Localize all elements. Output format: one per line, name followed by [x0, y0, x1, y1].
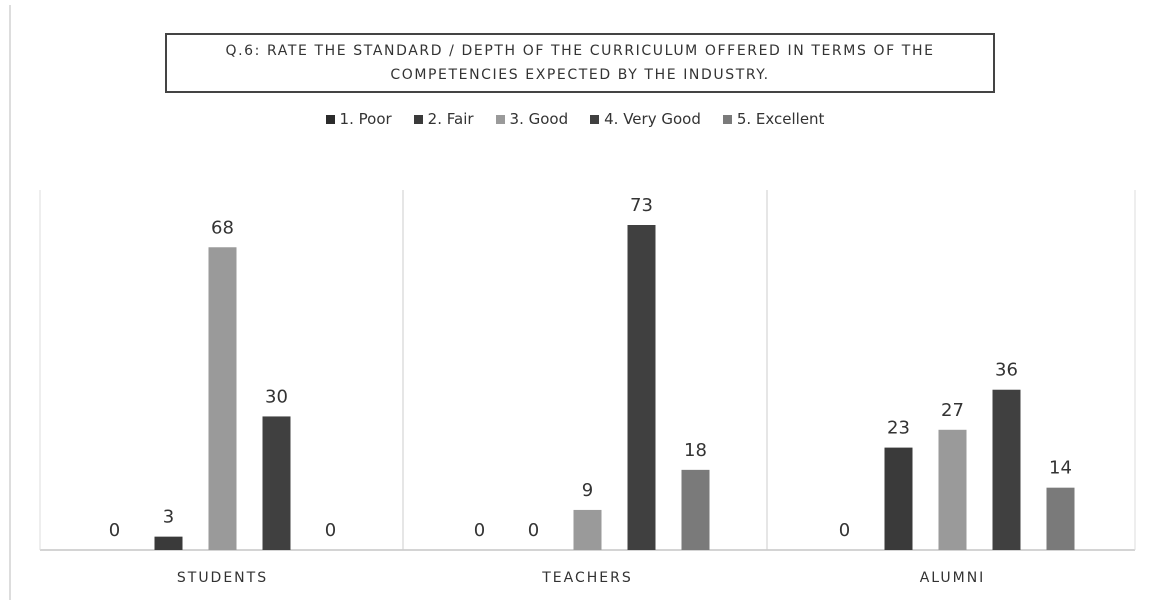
chart-title: Q.6: RATE THE STANDARD / DEPTH OF THE CU… — [165, 33, 995, 93]
bar — [627, 225, 656, 550]
bar — [154, 536, 183, 550]
data-label: 3 — [163, 507, 174, 528]
legend-label: 1. Poor — [339, 110, 392, 128]
bar — [992, 389, 1021, 550]
legend-swatch — [325, 114, 335, 124]
legend-label: 4. Very Good — [604, 110, 701, 128]
bar — [884, 447, 913, 550]
bar — [262, 416, 291, 550]
data-label: 0 — [325, 520, 336, 541]
data-label: 0 — [528, 520, 539, 541]
data-label: 23 — [887, 418, 910, 439]
bar — [681, 469, 710, 550]
data-label: 0 — [109, 520, 120, 541]
data-label: 30 — [265, 386, 288, 407]
x-tick-label: TEACHERS — [541, 570, 633, 586]
legend-swatch — [413, 114, 423, 124]
legend: 1. Poor 2. Fair 3. Good 4. Very Good 5. Exce… — [0, 110, 1150, 128]
legend-item: 3. Good — [495, 110, 569, 128]
legend-item: 5. Excellent — [722, 110, 825, 128]
x-tick-label: ALUMNI — [920, 570, 986, 586]
data-label: 27 — [941, 400, 964, 421]
legend-label: 2. Fair — [427, 110, 474, 128]
legend-swatch — [495, 114, 505, 124]
x-tick-label: STUDENTS — [177, 570, 268, 586]
data-label: 9 — [582, 480, 593, 501]
legend-label: 3. Good — [509, 110, 569, 128]
data-label: 73 — [630, 195, 653, 216]
data-label: 68 — [211, 217, 234, 238]
bar — [1046, 487, 1075, 550]
data-label: 0 — [839, 520, 850, 541]
data-label: 18 — [684, 440, 707, 461]
legend-item: 1. Poor — [325, 110, 392, 128]
bar — [938, 429, 967, 550]
bar — [208, 247, 237, 551]
legend-item: 4. Very Good — [590, 110, 701, 128]
legend-swatch — [590, 114, 600, 124]
legend-swatch — [722, 114, 732, 124]
legend-label: 5. Excellent — [736, 110, 825, 128]
data-label: 36 — [995, 360, 1018, 381]
legend-item: 2. Fair — [413, 110, 474, 128]
bar — [573, 509, 602, 550]
data-label: 14 — [1049, 458, 1072, 479]
data-label: 0 — [474, 520, 485, 541]
